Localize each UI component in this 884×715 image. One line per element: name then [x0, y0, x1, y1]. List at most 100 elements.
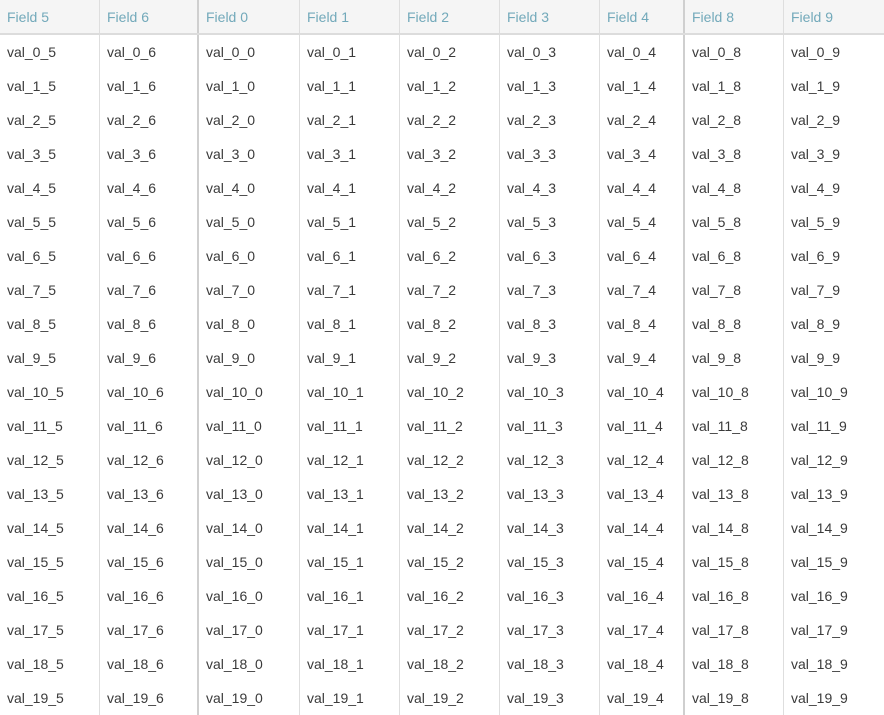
table-cell[interactable]: val_10_4: [600, 375, 685, 409]
table-cell[interactable]: val_3_5: [0, 137, 100, 171]
table-cell[interactable]: val_11_4: [600, 409, 685, 443]
table-cell[interactable]: val_14_1: [300, 511, 400, 545]
table-cell[interactable]: val_19_3: [500, 681, 600, 715]
table-cell[interactable]: val_18_5: [0, 647, 100, 681]
table-cell[interactable]: val_13_8: [685, 477, 784, 511]
table-cell[interactable]: val_6_6: [100, 239, 199, 273]
table-cell[interactable]: val_0_8: [685, 35, 784, 69]
table-row[interactable]: val_18_5 val_18_6 val_18_0 val_18_1 val_18_2…: [0, 647, 884, 681]
table-cell[interactable]: val_14_9: [791, 520, 848, 536]
table-cell[interactable]: val_2_4: [600, 103, 685, 137]
table-cell[interactable]: val_3_4: [600, 137, 685, 171]
table-cell[interactable]: val_0_4: [600, 35, 685, 69]
table-cell[interactable]: val_0_2: [400, 35, 500, 69]
table-cell[interactable]: val_2_5: [0, 103, 100, 137]
table-cell[interactable]: val_18_6: [100, 647, 199, 681]
table-cell[interactable]: val_2_6: [100, 103, 199, 137]
table-cell[interactable]: val_8_5: [0, 307, 100, 341]
table-cell[interactable]: val_17_0: [199, 613, 300, 647]
table-cell[interactable]: val_0_1: [300, 35, 400, 69]
table-cell[interactable]: val_12_4: [600, 443, 685, 477]
table-cell[interactable]: val_16_4: [600, 579, 685, 613]
table-cell[interactable]: val_8_8: [685, 307, 784, 341]
table-cell[interactable]: val_1_6: [100, 69, 199, 103]
table-cell[interactable]: val_13_0: [199, 477, 300, 511]
table-cell[interactable]: val_2_0: [199, 103, 300, 137]
column-header[interactable]: Field 8: [685, 0, 784, 33]
table-cell[interactable]: val_1_8: [685, 69, 784, 103]
table-cell[interactable]: val_9_3: [500, 341, 600, 375]
table-cell[interactable]: val_5_5: [0, 205, 100, 239]
table-cell[interactable]: val_1_0: [199, 69, 300, 103]
table-cell[interactable]: val_15_3: [500, 545, 600, 579]
table-cell[interactable]: val_6_8: [685, 239, 784, 273]
table-cell[interactable]: val_0_6: [100, 35, 199, 69]
table-cell[interactable]: val_11_1: [300, 409, 400, 443]
table-cell[interactable]: val_3_6: [100, 137, 199, 171]
table-row[interactable]: val_3_5 val_3_6 val_3_0 val_3_1 val_3_2 val_3…: [0, 137, 884, 171]
table-cell[interactable]: val_7_4: [600, 273, 685, 307]
table-cell[interactable]: val_14_8: [685, 511, 784, 545]
table-cell[interactable]: val_12_5: [0, 443, 100, 477]
table-cell[interactable]: val_3_2: [400, 137, 500, 171]
table-cell[interactable]: val_6_5: [0, 239, 100, 273]
table-row[interactable]: val_12_5 val_12_6 val_12_0 val_12_1 val_12_2…: [0, 443, 884, 477]
table-cell[interactable]: val_0_5: [0, 35, 100, 69]
table-cell[interactable]: val_9_4: [600, 341, 685, 375]
table-cell[interactable]: val_10_8: [685, 375, 784, 409]
column-header[interactable]: Field 2: [400, 0, 500, 33]
table-cell[interactable]: val_1_3: [500, 69, 600, 103]
table-cell[interactable]: val_6_4: [600, 239, 685, 273]
table-cell[interactable]: val_7_1: [300, 273, 400, 307]
table-row[interactable]: val_16_5 val_16_6 val_16_0 val_16_1 val_16_2…: [0, 579, 884, 613]
table-row[interactable]: val_4_5 val_4_6 val_4_0 val_4_1 val_4_2 val_4…: [0, 171, 884, 205]
table-cell[interactable]: val_4_3: [500, 171, 600, 205]
table-cell[interactable]: val_10_2: [400, 375, 500, 409]
table-cell[interactable]: val_5_9: [791, 214, 841, 230]
table-cell[interactable]: val_15_2: [400, 545, 500, 579]
table-row[interactable]: val_2_5 val_2_6 val_2_0 val_2_1 val_2_2 val_2…: [0, 103, 884, 137]
table-cell[interactable]: val_17_8: [685, 613, 784, 647]
table-cell[interactable]: val_1_4: [600, 69, 685, 103]
column-header[interactable]: Field 0: [199, 0, 300, 33]
table-cell[interactable]: val_14_2: [400, 511, 500, 545]
table-row[interactable]: val_17_5 val_17_6 val_17_0 val_17_1 val_17_2…: [0, 613, 884, 647]
table-cell[interactable]: val_17_5: [0, 613, 100, 647]
table-cell[interactable]: val_9_0: [199, 341, 300, 375]
table-cell[interactable]: val_4_0: [199, 171, 300, 205]
table-cell[interactable]: val_16_8: [685, 579, 784, 613]
table-cell[interactable]: val_19_6: [100, 681, 199, 715]
table-cell[interactable]: val_12_8: [685, 443, 784, 477]
table-cell[interactable]: val_5_2: [400, 205, 500, 239]
table-cell[interactable]: val_14_4: [600, 511, 685, 545]
table-cell[interactable]: val_4_2: [400, 171, 500, 205]
table-cell[interactable]: val_1_1: [300, 69, 400, 103]
table-cell[interactable]: val_16_3: [500, 579, 600, 613]
table-cell[interactable]: val_16_5: [0, 579, 100, 613]
table-cell[interactable]: val_11_8: [685, 409, 784, 443]
table-cell[interactable]: val_2_1: [300, 103, 400, 137]
table-cell[interactable]: val_4_4: [600, 171, 685, 205]
table-cell[interactable]: val_12_3: [500, 443, 600, 477]
table-cell[interactable]: val_19_9: [791, 690, 848, 706]
table-cell[interactable]: val_19_4: [600, 681, 685, 715]
table-cell[interactable]: val_9_2: [400, 341, 500, 375]
table-row[interactable]: val_1_5 val_1_6 val_1_0 val_1_1 val_1_2 val_1…: [0, 69, 884, 103]
table-cell[interactable]: val_12_2: [400, 443, 500, 477]
table-cell[interactable]: val_8_2: [400, 307, 500, 341]
table-cell[interactable]: val_4_1: [300, 171, 400, 205]
table-cell[interactable]: val_2_3: [500, 103, 600, 137]
table-cell[interactable]: val_0_0: [199, 35, 300, 69]
table-cell[interactable]: val_18_0: [199, 647, 300, 681]
table-cell[interactable]: val_9_9: [791, 350, 841, 366]
table-cell[interactable]: val_19_5: [0, 681, 100, 715]
table-cell[interactable]: val_10_9: [791, 384, 848, 400]
table-cell[interactable]: val_4_6: [100, 171, 199, 205]
table-row[interactable]: val_14_5 val_14_6 val_14_0 val_14_1 val_14_2…: [0, 511, 884, 545]
table-cell[interactable]: val_12_9: [791, 452, 848, 468]
table-cell[interactable]: val_13_9: [791, 486, 848, 502]
table-cell[interactable]: val_15_0: [199, 545, 300, 579]
table-cell[interactable]: val_7_0: [199, 273, 300, 307]
table-cell[interactable]: val_16_0: [199, 579, 300, 613]
table-row[interactable]: val_19_5 val_19_6 val_19_0 val_19_1 val_19_2…: [0, 681, 884, 715]
